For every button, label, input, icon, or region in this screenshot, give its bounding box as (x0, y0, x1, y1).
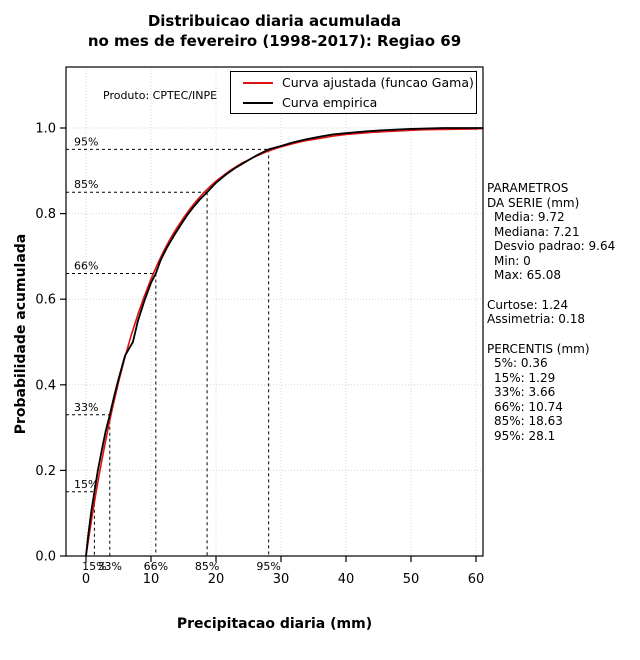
percentile-xlabel-15%: 15% (82, 560, 106, 573)
stats-panel: PARAMETROS DA SERIE (mm) Media: 9.72 Med… (487, 181, 615, 458)
y-axis-tick-label: 0.2 (35, 464, 56, 479)
product-note: Produto: CPTEC/INPE (103, 89, 218, 102)
x-axis-tick-label: 60 (468, 572, 485, 587)
stat-max: Max: 65.08 (494, 268, 562, 282)
percentile-ylabel-95%: 95% (74, 135, 98, 148)
percentis-title: PERCENTIS (mm) (487, 341, 590, 356)
serie-parameters-group: PARAMETROS DA SERIE (mm) Media: 9.72 Med… (487, 181, 615, 283)
percentis-group: PERCENTIS (mm) 5%: 0.36 15%: 1.29 33%: 3… (487, 342, 615, 444)
serie-title-line2: DA SERIE (mm) (487, 195, 580, 210)
stat-p15: 15%: 1.29 (494, 370, 556, 385)
stat-p66: 66%: 10.74 (494, 399, 563, 414)
y-axis-tick-label: 0.8 (35, 207, 56, 222)
y-axis-tick-label: 1.0 (35, 122, 56, 137)
stat-assimetria: Assimetria: 0.18 (487, 312, 586, 326)
legend-box: Curva ajustada (funcao Gama) Curva empir… (230, 71, 477, 114)
plot-border (65, 66, 484, 557)
percentile-ylabel-66%: 66% (74, 260, 98, 273)
legend-item-fitted: Curva ajustada (funcao Gama) (243, 75, 476, 90)
percentile-xlabel-85%: 85% (195, 560, 219, 573)
y-axis-tick-label: 0.4 (35, 378, 56, 393)
percentile-xlabel-66%: 66% (144, 560, 168, 573)
chart-title-line1: Distribuicao diaria acumulada (147, 12, 402, 30)
stat-curtose: Curtose: 1.24 (487, 297, 569, 312)
legend-item-empirical: Curva empirica (243, 95, 476, 110)
percentile-ylabel-15%: 15% (74, 478, 98, 491)
percentile-ylabel-33%: 33% (74, 401, 98, 414)
x-axis-tick-label: 20 (208, 572, 225, 587)
x-axis-tick-label: 50 (403, 572, 420, 587)
stat-media: Media: 9.72 (494, 210, 565, 224)
legend-label-empirical: Curva empirica (282, 95, 378, 110)
fitted-curve-color-swatch (243, 81, 273, 84)
fitted-curve-line (85, 127, 484, 557)
percentile-xlabel-95%: 95% (256, 560, 280, 573)
stat-p95: 95%: 28.1 (494, 428, 556, 443)
stat-min: Min: 0 (494, 253, 531, 268)
chart-title-line2: no mes de fevereiro (1998-2017): Regiao … (87, 32, 462, 50)
chart-title: Distribuicao diaria acumulada no mes de … (66, 11, 483, 51)
x-axis-tick-label: 40 (338, 572, 355, 587)
serie-title-line1: PARAMETROS (487, 181, 569, 195)
y-axis-tick-label: 0.0 (35, 550, 56, 565)
empirical-curve-color-swatch (243, 101, 273, 104)
y-axis-label: Probabilidade acumulada (13, 233, 29, 435)
x-axis-tick-label: 0 (82, 572, 90, 587)
percentile-xlabel-33%: 33% (98, 560, 122, 573)
x-axis-tick-label: 30 (273, 572, 290, 587)
stat-mediana: Mediana: 7.21 (494, 224, 580, 239)
stat-p33: 33%: 3.66 (494, 385, 556, 399)
stat-p85: 85%: 18.63 (494, 414, 563, 428)
y-axis-tick-label: 0.6 (35, 293, 56, 308)
shape-stats-group: Curtose: 1.24 Assimetria: 0.18 (487, 298, 615, 327)
stat-desvio-padrao: Desvio padrao: 9.64 (494, 239, 616, 253)
x-axis-tick-label: 10 (143, 572, 160, 587)
percentile-ylabel-85%: 85% (74, 178, 98, 191)
legend-label-fitted: Curva ajustada (funcao Gama) (282, 75, 474, 90)
empirical-curve-line (85, 127, 483, 557)
x-axis-label: Precipitacao diaria (mm) (176, 616, 373, 632)
stat-p5: 5%: 0.36 (494, 356, 548, 370)
